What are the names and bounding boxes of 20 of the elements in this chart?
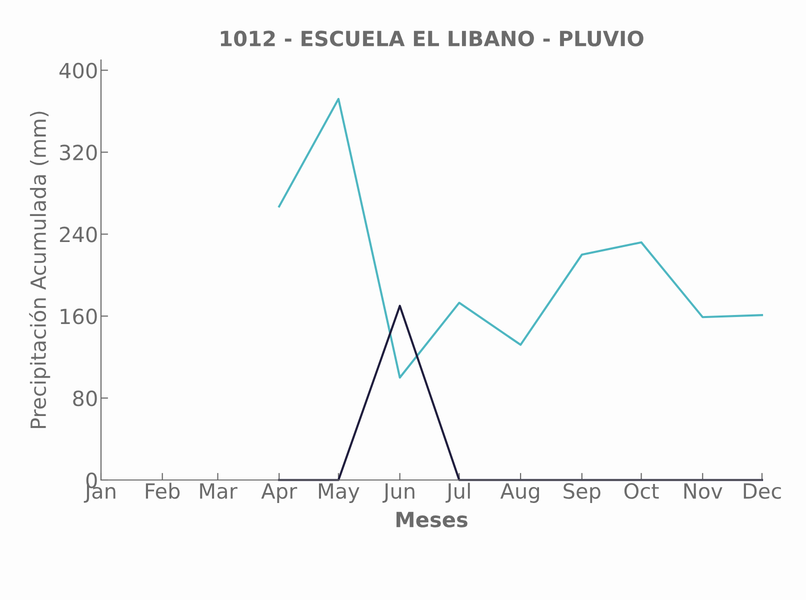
y-tick-label: 320 bbox=[60, 144, 97, 160]
x-tick-label: Apr bbox=[261, 483, 298, 503]
y-axis-title: Precipitación Acumulada (mm) bbox=[29, 112, 50, 428]
x-tick-label: Mar bbox=[200, 483, 238, 499]
x-tick-label: Oct bbox=[624, 483, 659, 499]
y-tick-label: 240 bbox=[60, 226, 97, 242]
x-tick-label: Sep bbox=[564, 483, 600, 503]
x-tick-label: Jul bbox=[446, 482, 470, 503]
y-tick-label: 400 bbox=[59, 62, 97, 78]
line-series bbox=[278, 98, 764, 379]
y-tick-label: 80 bbox=[73, 390, 97, 406]
x-tick-label: Dec bbox=[744, 483, 781, 499]
x-tick-label: Feb bbox=[146, 482, 180, 499]
chart-title: 1012 - ESCUELA EL LIBANO - PLUVIO bbox=[220, 30, 644, 46]
x-tick-label: Jun bbox=[382, 483, 414, 503]
x-tick-label: Nov bbox=[684, 483, 722, 499]
x-tick-label: Aug bbox=[500, 483, 540, 503]
y-tick-label: 160 bbox=[60, 308, 97, 324]
x-tick-label: May bbox=[318, 483, 360, 503]
x-axis-title: Meses bbox=[396, 512, 468, 528]
